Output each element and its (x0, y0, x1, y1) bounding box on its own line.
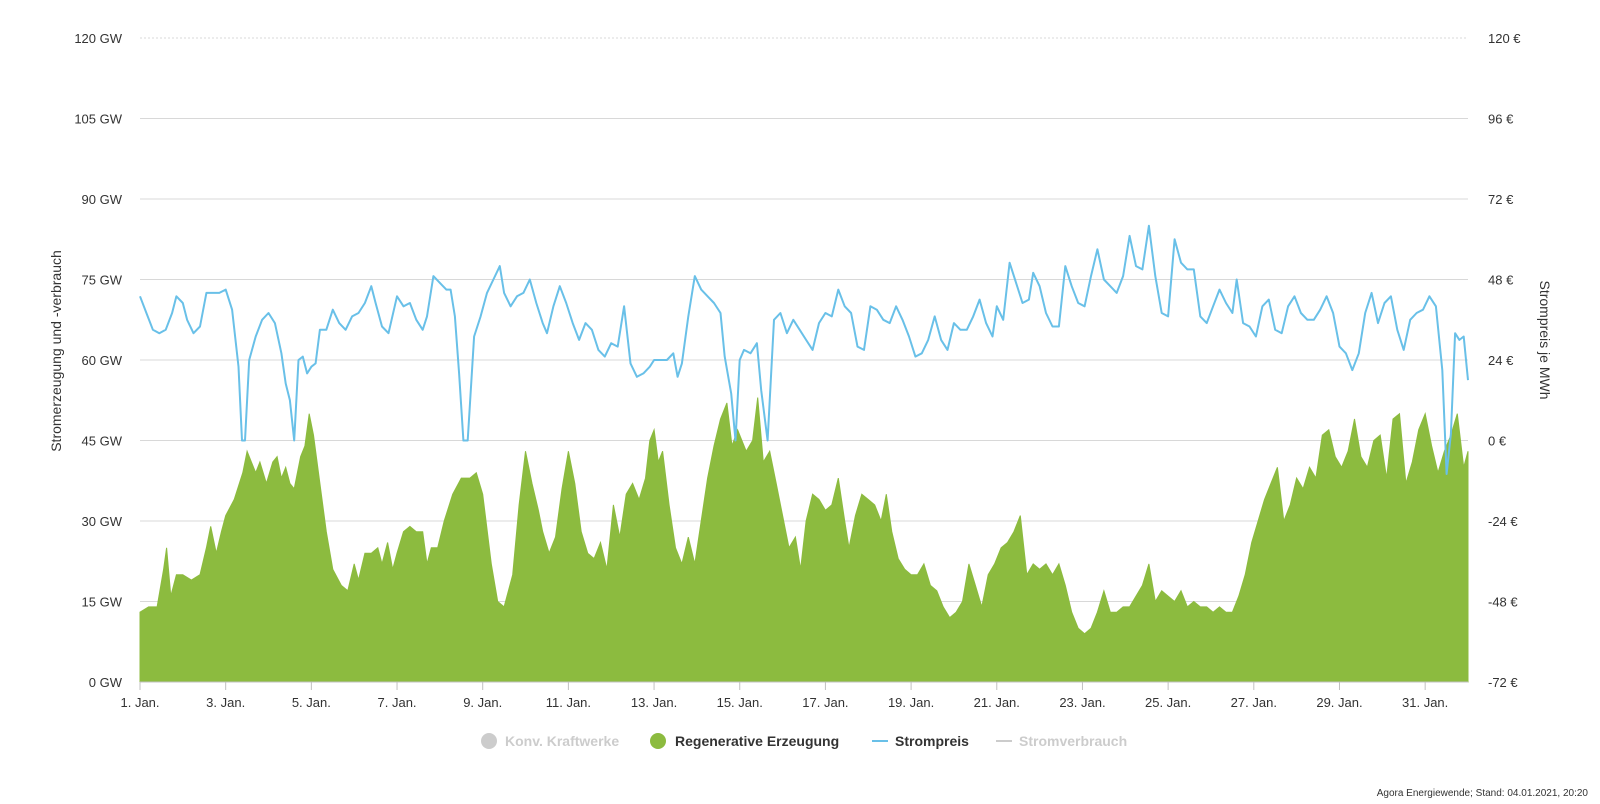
axes: 0 GW -72 € 15 GW -48 € 30 GW -24 € 45 GW 0 € 60 … (74, 31, 1521, 710)
y-right-tick-label: 120 € (1488, 31, 1521, 46)
y-right-tick-label: -24 € (1488, 514, 1518, 529)
y-right-tick-label: -72 € (1488, 675, 1518, 690)
y-left-tick-label: 45 GW (82, 434, 123, 449)
legend-label-konv-kraftwerke: Konv. Kraftwerke (505, 733, 619, 749)
y-right-tick-label: 96 € (1488, 112, 1514, 127)
x-tick-label: 25. Jan. (1145, 695, 1191, 710)
x-tick-label: 5. Jan. (292, 695, 331, 710)
x-tick-label: 23. Jan. (1059, 695, 1105, 710)
series-line-strompreis (139, 224, 1469, 475)
x-tick-label: 31. Jan. (1402, 695, 1448, 710)
plot-area (139, 224, 1469, 683)
x-tick-label: 11. Jan. (546, 695, 591, 710)
y-left-tick-label: 30 GW (82, 514, 123, 529)
legend-item-konv-kraftwerke[interactable]: Konv. Kraftwerke (481, 733, 619, 749)
y-right-tick-label: 48 € (1488, 273, 1514, 288)
y-left-tick-label: 60 GW (82, 353, 123, 368)
y-left-tick-label: 120 GW (74, 31, 122, 46)
y-right-tick-label: 72 € (1488, 192, 1514, 207)
y-right-tick-label: -48 € (1488, 595, 1518, 610)
y-axis-left-title: Stromerzeugung und -verbrauch (48, 250, 64, 452)
x-tick-label: 15. Jan. (717, 695, 763, 710)
y-left-tick-label: 15 GW (82, 595, 123, 610)
legend-marker-regenerative-erzeugung (650, 733, 666, 749)
x-tick-label: 29. Jan. (1316, 695, 1362, 710)
y-left-tick-label: 75 GW (82, 273, 123, 288)
legend-label-strompreis: Strompreis (895, 733, 969, 749)
legend-marker-konv-kraftwerke (481, 733, 497, 749)
y-left-tick-label: 105 GW (74, 112, 122, 127)
x-tick-label: 9. Jan. (463, 695, 502, 710)
x-tick-label: 3. Jan. (206, 695, 245, 710)
y-left-tick-label: 90 GW (82, 192, 123, 207)
legend-label-stromverbrauch: Stromverbrauch (1019, 733, 1127, 749)
x-tick-label: 7. Jan. (378, 695, 417, 710)
series-area-regenerative-erzeugung (139, 397, 1469, 683)
y-left-tick-label: 0 GW (89, 675, 123, 690)
x-tick-label: 27. Jan. (1231, 695, 1277, 710)
y-right-tick-label: 24 € (1488, 353, 1514, 368)
source-credit: Agora Energiewende; Stand: 04.01.2021, 2… (1377, 788, 1589, 799)
x-tick-label: 21. Jan. (974, 695, 1020, 710)
legend-item-strompreis[interactable]: Strompreis (872, 733, 969, 749)
y-axis-right-title: Strompreis je MWh (1537, 280, 1553, 399)
legend-item-regenerative-erzeugung[interactable]: Regenerative Erzeugung (650, 733, 839, 749)
x-tick-label: 17. Jan. (802, 695, 848, 710)
legend-label-regenerative-erzeugung: Regenerative Erzeugung (675, 733, 839, 749)
x-tick-label: 1. Jan. (120, 695, 159, 710)
x-tick-label: 13. Jan. (631, 695, 677, 710)
y-right-tick-label: 0 € (1488, 434, 1507, 449)
legend-item-stromverbrauch[interactable]: Stromverbrauch (996, 733, 1127, 749)
legend: Konv. Kraftwerke Regenerative Erzeugung … (481, 733, 1127, 749)
x-tick-label: 19. Jan. (888, 695, 934, 710)
